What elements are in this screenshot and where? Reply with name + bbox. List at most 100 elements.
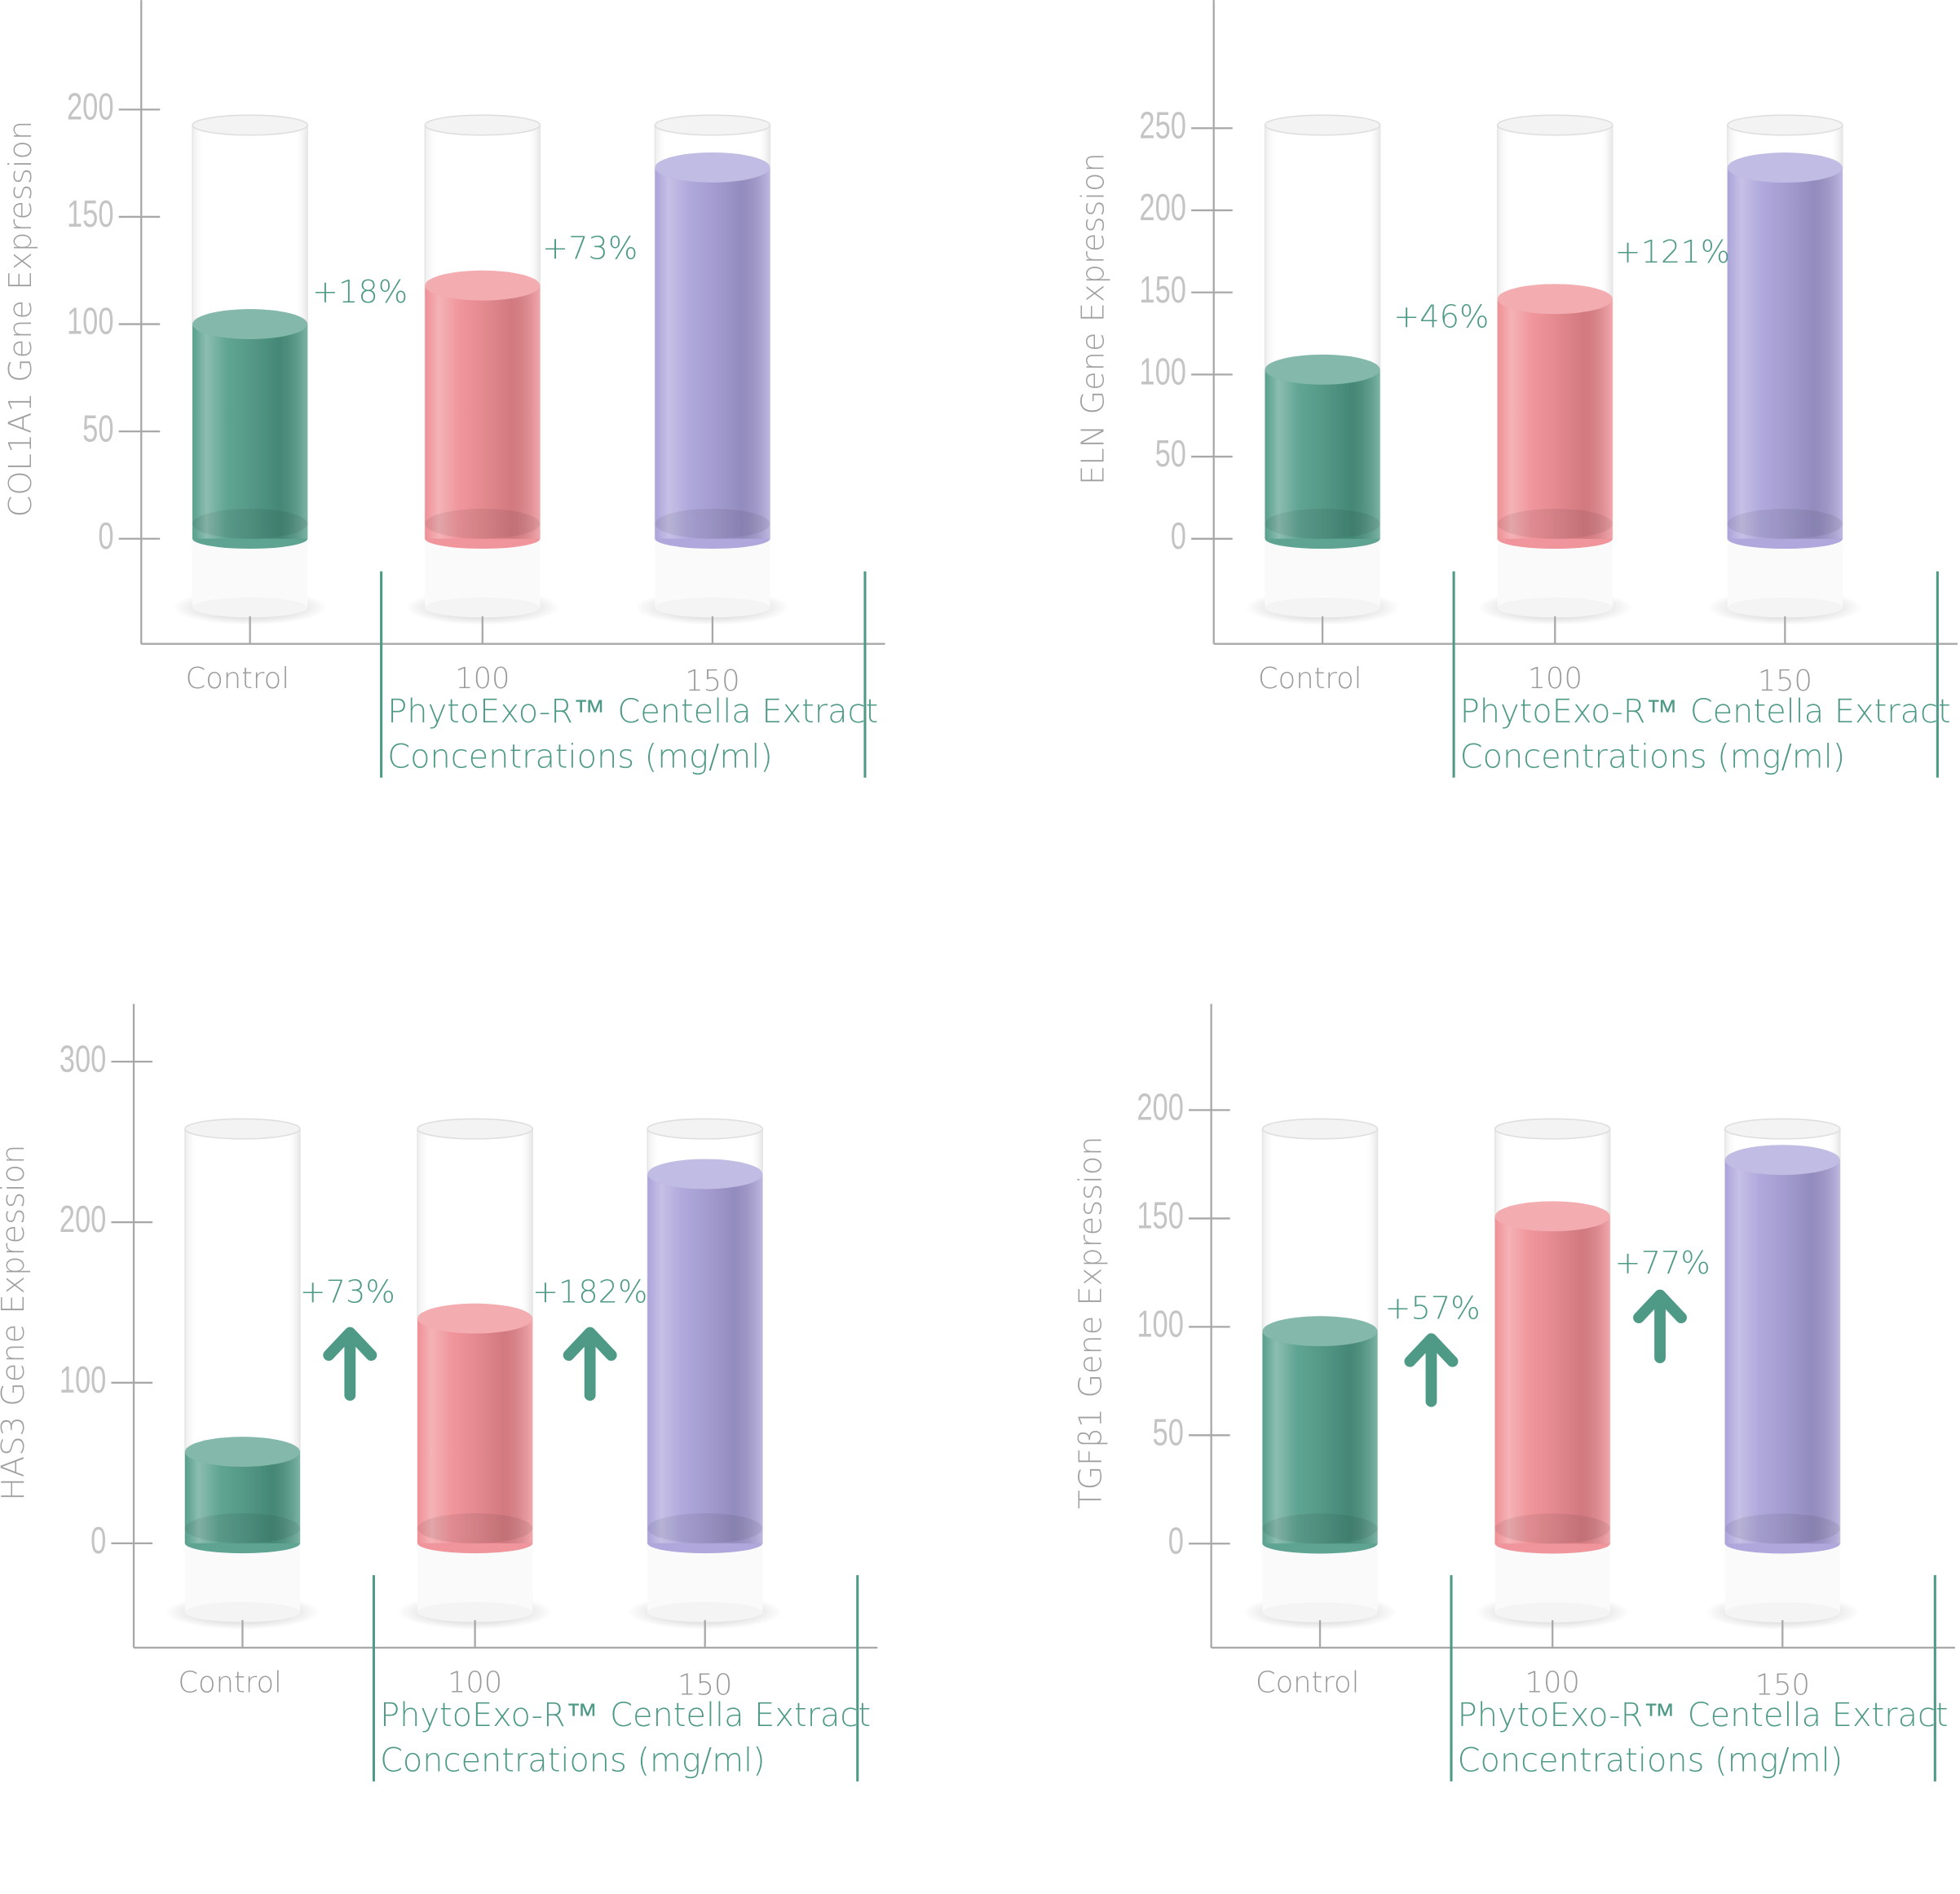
glass-rim <box>424 114 541 136</box>
cylinder <box>1245 114 1401 625</box>
group-label: PhytoExo-R™ <box>1460 693 1679 731</box>
liquid-top <box>647 1159 763 1190</box>
y-axis-label: TGFβ1 Gene Expression <box>1072 1137 1109 1509</box>
group-label: PhytoExo-R™ <box>387 693 606 731</box>
x-tick-label: 150 <box>685 664 739 698</box>
x-tick-label: 150 <box>678 1668 732 1702</box>
y-tick-label: 200 <box>60 1198 107 1240</box>
x-tick-label: 100 <box>1528 662 1583 695</box>
x-tick-label: 100 <box>455 662 510 695</box>
y-tick-label: 150 <box>1139 268 1186 311</box>
bar-floor <box>192 508 308 539</box>
bar-floor <box>184 1513 300 1543</box>
bar-floor <box>655 508 770 539</box>
bar-floor <box>1727 509 1843 539</box>
bar-shine <box>1494 1216 1610 1544</box>
glass-rim <box>1496 114 1613 136</box>
base-bottom <box>192 597 308 618</box>
up-arrow <box>1633 1289 1688 1364</box>
bar-shine <box>192 324 308 539</box>
cylinder <box>404 114 560 625</box>
glass-rim <box>1261 1118 1379 1140</box>
base-bottom <box>1727 597 1843 618</box>
liquid-top-shine <box>1727 152 1843 183</box>
y-tick-label: 50 <box>1153 1411 1184 1454</box>
group-label: PhytoExo-R™ <box>380 1697 598 1734</box>
up-arrow <box>323 1327 377 1402</box>
glass-rim <box>654 114 771 136</box>
annotation: +77% <box>1614 1245 1710 1282</box>
glass-rim <box>1264 114 1381 136</box>
x-tick-label: Control <box>178 1666 281 1699</box>
bar-shine <box>1262 1331 1378 1544</box>
x-tick-label: Control <box>1256 1666 1359 1699</box>
cylinder <box>634 114 790 625</box>
y-tick-label: 0 <box>1168 1520 1184 1562</box>
base <box>192 538 308 608</box>
y-tick-label: 200 <box>1137 1086 1184 1128</box>
y-tick-label: 200 <box>67 86 114 128</box>
glass-rim <box>184 1118 301 1140</box>
glass-rim <box>417 1118 533 1140</box>
annotation: +73% <box>542 230 638 267</box>
y-tick-label: 100 <box>1137 1303 1184 1345</box>
liquid-top-shine <box>655 152 770 183</box>
liquid-top-shine <box>184 1437 300 1468</box>
bar-shine <box>1724 1159 1840 1544</box>
base-bottom <box>184 1601 300 1622</box>
group-label: Centella Extract <box>1688 1697 1949 1734</box>
liquid-top <box>184 1437 300 1468</box>
up-arrow <box>1404 1333 1459 1407</box>
base <box>1265 538 1380 608</box>
cylinder <box>1477 114 1633 625</box>
y-tick-label: 100 <box>1139 351 1186 393</box>
bar-shine <box>184 1451 300 1543</box>
base <box>1262 1543 1378 1613</box>
liquid-top-shine <box>1494 1201 1610 1232</box>
bar-floor <box>1265 509 1380 539</box>
bar-floor <box>1724 1513 1840 1544</box>
liquid-top <box>1265 354 1380 385</box>
bar-shine <box>1727 167 1843 539</box>
liquid-top-shine <box>417 1303 533 1334</box>
cylinder <box>1242 1118 1398 1631</box>
bar-shine <box>425 285 541 539</box>
liquid-top <box>655 152 770 183</box>
base-bottom <box>1494 1602 1610 1622</box>
base <box>655 538 770 608</box>
base <box>647 1543 763 1613</box>
base <box>425 538 541 608</box>
base <box>184 1543 300 1613</box>
glass-rim <box>1724 1118 1841 1140</box>
glass-rim <box>647 1118 763 1140</box>
group-label: Centella Extract <box>610 1697 871 1734</box>
glass-rim <box>192 114 308 136</box>
bar-floor <box>417 1513 533 1543</box>
glass-rim <box>1727 114 1843 136</box>
x-axis-label: Concentrations (mg/ml) <box>1460 738 1846 775</box>
x-axis-label: Concentrations (mg/ml) <box>387 738 773 775</box>
liquid-top <box>1262 1316 1378 1347</box>
y-tick-label: 300 <box>60 1037 107 1079</box>
base-bottom <box>1265 597 1380 618</box>
base-bottom <box>1724 1602 1840 1622</box>
base-bottom <box>417 1601 533 1622</box>
y-tick-label: 0 <box>90 1519 106 1561</box>
liquid-top-shine <box>192 309 308 339</box>
y-tick-label: 0 <box>98 514 113 557</box>
annotation: +73% <box>300 1274 395 1310</box>
liquid-top-shine <box>425 270 541 301</box>
liquid-top-shine <box>1724 1145 1840 1176</box>
liquid-top <box>1494 1201 1610 1232</box>
x-tick-label: 150 <box>1755 1668 1810 1702</box>
base <box>1724 1543 1840 1613</box>
bar-floor <box>1497 509 1613 539</box>
y-axis-label: HAS3 Gene Expression <box>0 1145 32 1501</box>
liquid-top <box>425 270 541 301</box>
annotation: +182% <box>532 1274 648 1310</box>
annotation: +121% <box>1615 234 1731 271</box>
y-tick-label: 150 <box>1137 1194 1184 1237</box>
x-tick-label: 100 <box>1525 1666 1580 1699</box>
